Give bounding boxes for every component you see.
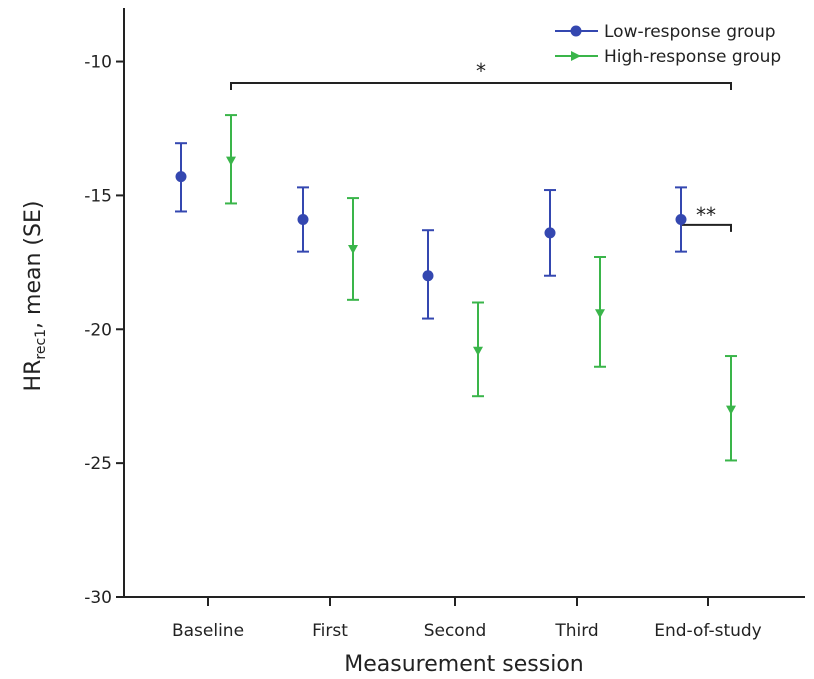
y-tick-label: -20 (84, 320, 112, 340)
y-axis-title-subscript: rec1 (33, 329, 49, 360)
significance-bracket-line (230, 81, 732, 90)
y-tick-label: -10 (84, 53, 112, 73)
data-point (297, 214, 309, 226)
x-tick-label: First (312, 621, 348, 641)
legend-item: Low-response group (555, 22, 776, 42)
legend-marker (570, 25, 582, 37)
x-tick-label: Second (424, 621, 487, 641)
series-low-response (175, 142, 687, 320)
data-point (726, 405, 736, 415)
y-tick-label: -15 (84, 186, 112, 206)
y-axis-title-suffix: , mean (SE) (21, 201, 46, 329)
series-high-response (225, 114, 737, 462)
legend: Low-response group High-response group (555, 22, 781, 67)
data-point (473, 346, 483, 356)
data-point (422, 270, 434, 282)
significance-annotations: *** (230, 59, 732, 232)
data-point (675, 214, 687, 226)
y-axis-title-main: HR (21, 360, 46, 392)
significance-bracket-end-of-study: ** (680, 203, 732, 232)
y-ticks: -10 -15 -20 -25 -30 (84, 53, 124, 608)
data-point (595, 309, 605, 319)
y-tick-label: -25 (84, 454, 112, 474)
axes (123, 8, 805, 598)
legend-item: High-response group (555, 47, 781, 67)
x-tick-label: End-of-study (654, 621, 762, 641)
x-tick-label: Third (554, 621, 598, 641)
y-tick-label: -30 (84, 588, 112, 608)
data-point (175, 171, 187, 183)
significance-label: * (476, 59, 486, 83)
data-point (226, 156, 236, 166)
significance-bracket-main: * (230, 59, 732, 90)
legend-marker (571, 51, 581, 61)
y-axis-title: HRrec1, mean (SE) (21, 201, 49, 392)
data-point (544, 227, 556, 239)
data-point (348, 244, 358, 254)
series-layer (175, 114, 737, 462)
x-ticks: Baseline First Second Third End-of-study (172, 597, 762, 641)
legend-label: High-response group (604, 47, 781, 67)
x-tick-label: Baseline (172, 621, 244, 641)
significance-label: ** (696, 203, 716, 227)
legend-label: Low-response group (604, 22, 776, 42)
x-axis-title: Measurement session (344, 652, 583, 677)
